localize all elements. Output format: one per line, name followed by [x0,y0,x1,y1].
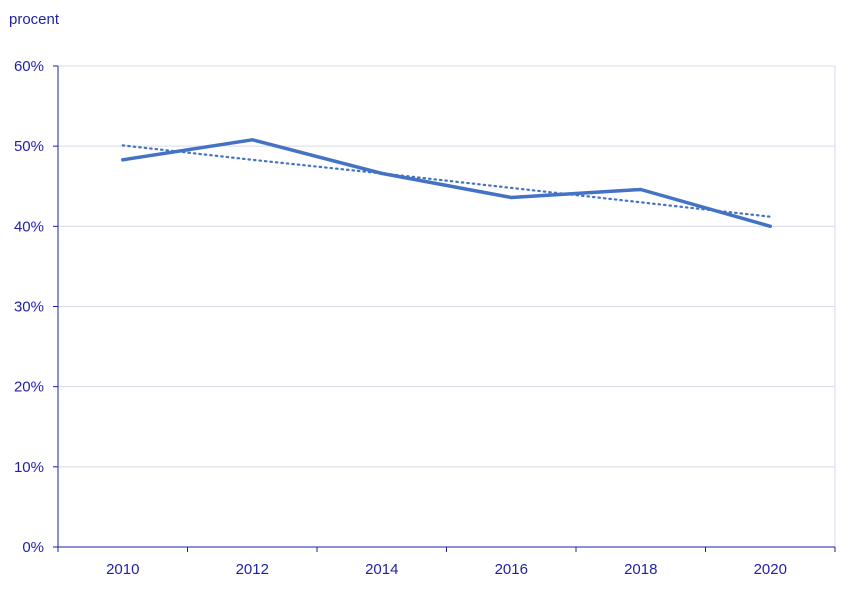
x-tick-label-4: 2018 [624,561,657,578]
x-tick-label-0: 2010 [106,561,139,578]
y-tick-label-3: 30% [14,299,44,316]
y-tick-label-1: 10% [14,459,44,476]
gridlines [58,65,836,547]
y-tick-label-2: 20% [14,379,44,396]
y-axis-title: procent [9,11,60,28]
x-tick-label-1: 2012 [236,561,269,578]
trend-line [121,144,772,218]
x-tick-label-5: 2020 [754,561,787,578]
y-tick-label-4: 40% [14,218,44,235]
data-line [121,138,773,229]
y-tick-label-0: 0% [22,539,44,556]
x-tick-label-2: 2014 [365,561,398,578]
y-tick-labels: 0% 10% 20% 30% 40% 50% 60% [14,58,44,556]
y-tick-label-5: 50% [14,138,44,155]
y-tick-label-6: 60% [14,58,44,75]
x-tick-label-3: 2016 [495,561,528,578]
axes [53,65,836,552]
series-lines [121,138,773,229]
x-tick-labels: 2010 2012 2014 2016 2018 2020 [106,561,787,578]
